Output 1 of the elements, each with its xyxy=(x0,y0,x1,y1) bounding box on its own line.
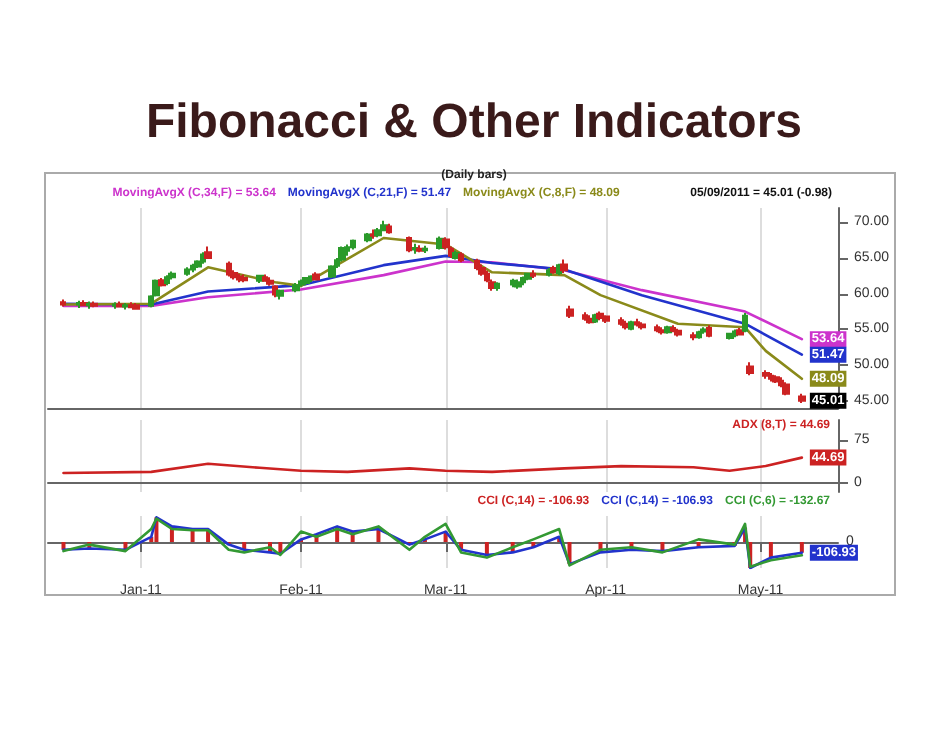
chart-title: Fibonacci & Other Indicators xyxy=(145,95,803,149)
